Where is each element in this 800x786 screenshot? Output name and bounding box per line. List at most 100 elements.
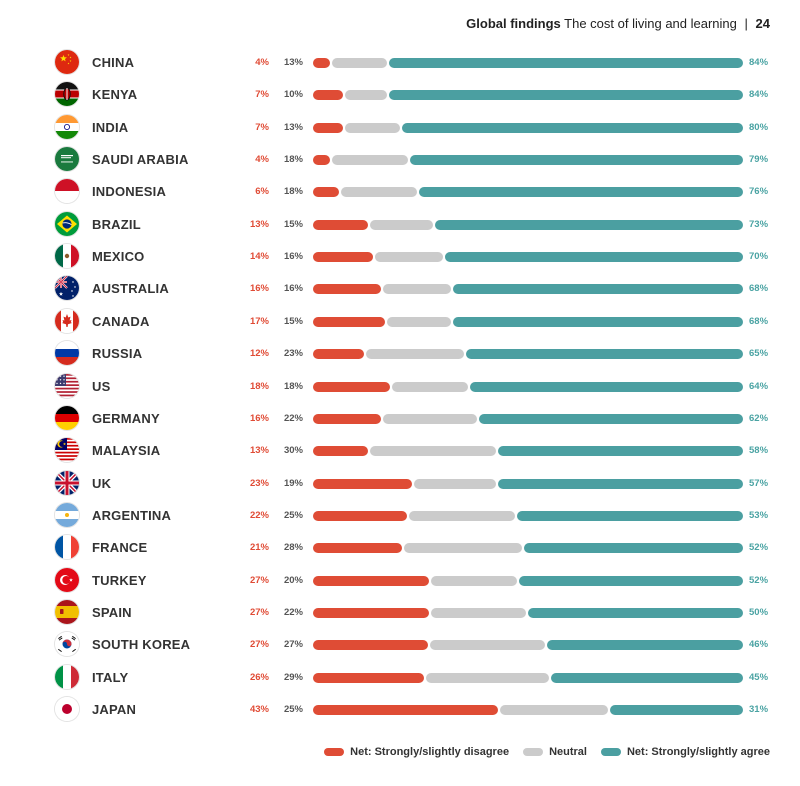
bar-neutral — [431, 607, 526, 618]
chart-row: GERMANY 16% 22% 62% — [0, 405, 800, 430]
bar-agree — [519, 575, 743, 586]
bar-disagree — [313, 607, 430, 618]
chart-row: MALAYSIA 13% 30% 58% — [0, 438, 800, 463]
chart-row: CANADA 17% 15% 68% — [0, 308, 800, 333]
bar-agree — [435, 219, 743, 230]
bar-disagree — [313, 252, 373, 263]
data-label-neutral: 18% — [283, 154, 303, 166]
bar-neutral — [383, 284, 452, 295]
page-header: Global findings The cost of living and l… — [466, 16, 770, 31]
chart-row: CHINA 4% 13% 84% — [0, 50, 800, 74]
bar-agree — [527, 607, 743, 618]
chart-row: TURKEY 27% 20% 52% — [0, 567, 800, 592]
bar-disagree — [313, 284, 382, 295]
bar-neutral — [425, 672, 550, 683]
bar-disagree — [313, 90, 343, 101]
stacked-bar — [313, 640, 743, 651]
data-label-disagree: 17% — [249, 315, 269, 327]
legend-item-neutral: Neutral — [523, 746, 587, 758]
bar-neutral — [366, 349, 465, 360]
chart-row: ITALY 26% 29% 45% — [0, 664, 800, 689]
chart-row: INDIA 7% 13% 80% — [0, 114, 800, 139]
bar-disagree — [313, 413, 382, 424]
kenya-flag-icon — [55, 82, 79, 107]
chart-row: SOUTH KOREA 27% 27% 46% — [0, 632, 800, 657]
data-label-agree: 64% — [749, 380, 769, 392]
legend-swatch-agree — [600, 748, 621, 756]
bar-neutral — [387, 316, 452, 327]
stacked-bar — [313, 705, 743, 715]
china-flag-icon — [55, 50, 79, 74]
bar-disagree — [313, 349, 365, 360]
data-label-agree: 73% — [749, 218, 769, 230]
stacked-bar — [313, 90, 743, 101]
data-label-neutral: 15% — [283, 218, 303, 230]
data-label-disagree: 12% — [249, 348, 269, 360]
bar-agree — [444, 252, 743, 263]
data-label-agree: 45% — [749, 671, 769, 683]
data-label-neutral: 25% — [283, 704, 303, 715]
data-label-neutral: 25% — [283, 509, 303, 521]
south-korea-flag-icon — [55, 632, 79, 657]
chart-row: ARGENTINA 22% 25% 53% — [0, 502, 800, 527]
section-title: Global findings — [466, 16, 561, 31]
stacked-bar — [313, 478, 743, 489]
data-label-disagree: 26% — [249, 671, 269, 683]
data-label-disagree: 22% — [249, 509, 269, 521]
stacked-bar — [313, 187, 743, 198]
category-label: ARGENTINA — [92, 507, 172, 523]
bar-agree — [609, 705, 743, 715]
bar-neutral — [431, 575, 518, 586]
italy-flag-icon — [55, 664, 79, 689]
data-label-neutral: 22% — [283, 606, 303, 618]
category-label: CHINA — [92, 55, 135, 70]
page-number: 24 — [755, 16, 770, 31]
data-label-agree: 80% — [749, 121, 769, 133]
bar-agree — [388, 58, 743, 68]
bar-neutral — [344, 122, 401, 133]
data-label-disagree: 27% — [249, 606, 269, 618]
chart-legend: Net: Strongly/slightly disagree Neutral … — [310, 746, 770, 758]
data-label-disagree: 6% — [255, 186, 269, 198]
data-label-neutral: 18% — [283, 186, 303, 198]
bar-disagree — [313, 543, 402, 554]
stacked-bar — [313, 672, 743, 683]
stacked-bar — [313, 413, 743, 424]
category-label: SAUDI ARABIA — [92, 152, 189, 168]
malaysia-flag-icon — [55, 438, 79, 463]
france-flag-icon — [55, 535, 79, 560]
data-label-disagree: 16% — [249, 283, 269, 295]
data-label-disagree: 43% — [249, 704, 269, 715]
bar-agree — [453, 284, 743, 295]
stacked-bar — [313, 381, 743, 392]
chart-row: SAUDI ARABIA 4% 18% 79% — [0, 147, 800, 172]
data-label-neutral: 27% — [283, 639, 303, 651]
turkey-flag-icon — [55, 567, 79, 592]
data-label-disagree: 13% — [249, 445, 269, 457]
data-label-neutral: 18% — [283, 380, 303, 392]
category-label: ITALY — [92, 669, 129, 685]
bar-disagree — [313, 219, 368, 230]
stacked-bar — [313, 316, 743, 327]
bar-neutral — [331, 155, 408, 166]
argentina-flag-icon — [55, 502, 79, 527]
data-label-disagree: 4% — [255, 154, 269, 166]
bar-agree — [478, 413, 743, 424]
stacked-bar — [313, 122, 743, 133]
bar-agree — [523, 543, 743, 554]
data-label-agree: 79% — [749, 154, 769, 166]
data-label-neutral: 23% — [283, 348, 303, 360]
bar-agree — [388, 90, 743, 101]
legend-item-disagree: Net: Strongly/slightly disagree — [324, 746, 509, 758]
chart-row: INDONESIA 6% 18% 76% — [0, 179, 800, 204]
bar-neutral — [414, 478, 496, 489]
category-label: MEXICO — [92, 249, 145, 265]
mexico-flag-icon — [55, 244, 79, 269]
spain-flag-icon — [55, 599, 79, 624]
stacked-bar — [313, 575, 743, 586]
data-label-agree: 68% — [749, 315, 769, 327]
australia-flag-icon — [55, 276, 79, 301]
bar-neutral — [331, 58, 387, 68]
data-label-agree: 53% — [749, 509, 769, 521]
canada-flag-icon — [55, 308, 79, 333]
